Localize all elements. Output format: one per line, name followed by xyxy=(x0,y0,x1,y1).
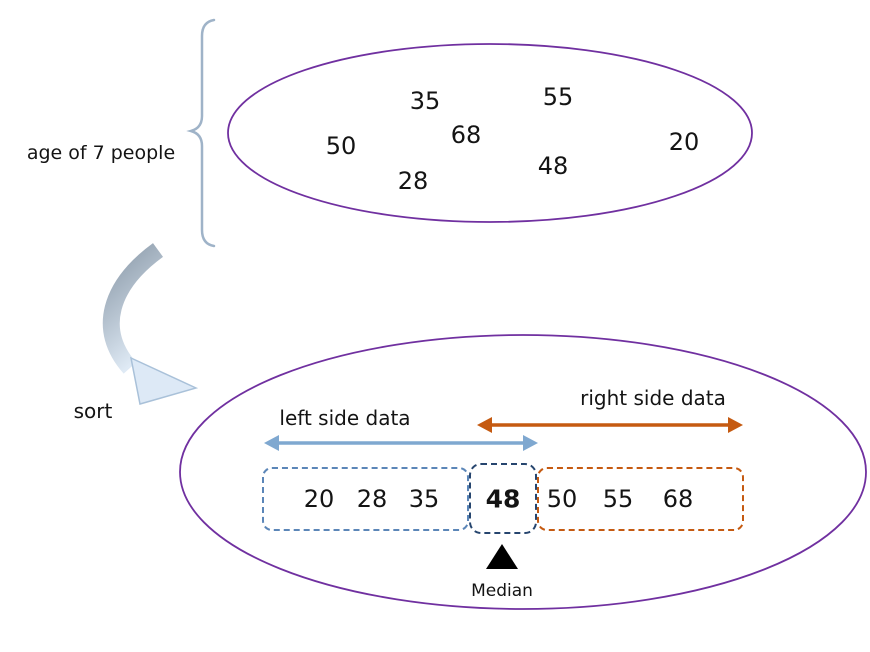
sorted-number: 50 xyxy=(546,485,578,513)
sort-arrow-icon xyxy=(102,243,164,374)
sort-arrowhead-icon xyxy=(129,356,199,405)
top-number: 68 xyxy=(450,121,482,149)
sorted-number: 35 xyxy=(408,485,440,513)
left-data-box xyxy=(262,467,469,531)
brace-icon xyxy=(186,18,216,248)
top-ellipse xyxy=(227,43,753,223)
brace-label: age of 7 people xyxy=(26,142,176,164)
median-caption: Median xyxy=(471,581,533,601)
top-number: 55 xyxy=(542,83,574,111)
sorted-number: 55 xyxy=(602,485,634,513)
top-number: 20 xyxy=(668,128,700,156)
right-data-box xyxy=(537,467,744,531)
median-number: 48 xyxy=(485,484,521,514)
sorted-number: 20 xyxy=(303,485,335,513)
top-number: 48 xyxy=(537,152,569,180)
median-triangle-icon xyxy=(486,544,518,569)
sorted-number: 28 xyxy=(356,485,388,513)
right-double-arrow-icon xyxy=(477,417,743,433)
median-data-box xyxy=(469,463,537,534)
left-side-data-label: left side data xyxy=(279,406,411,430)
sorted-number: 68 xyxy=(662,485,694,513)
left-double-arrow-icon xyxy=(264,435,538,451)
top-number: 35 xyxy=(409,87,441,115)
sort-label: sort xyxy=(73,399,113,423)
right-side-data-label: right side data xyxy=(580,386,726,410)
top-number: 50 xyxy=(325,132,357,160)
bottom-ellipse xyxy=(179,334,867,610)
top-number: 28 xyxy=(397,167,429,195)
